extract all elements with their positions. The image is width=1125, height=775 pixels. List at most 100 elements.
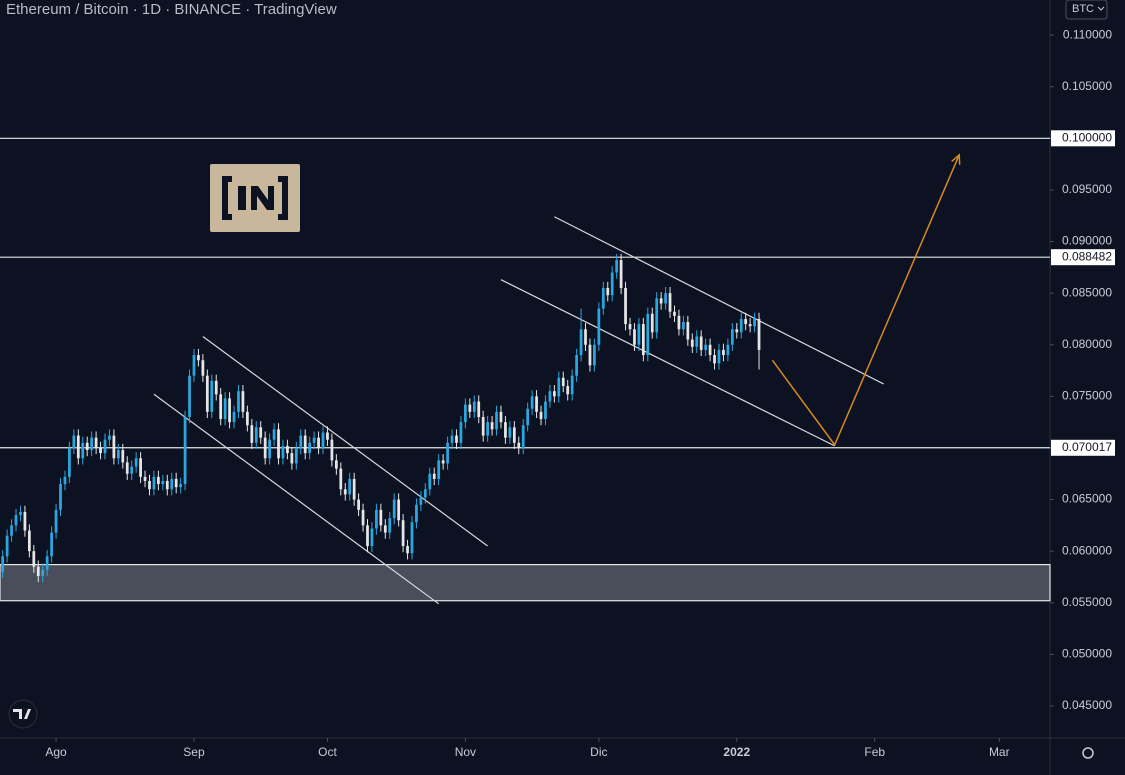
candle-body bbox=[27, 530, 31, 552]
candle-body bbox=[410, 522, 414, 554]
candle-body bbox=[170, 478, 174, 490]
candle-body bbox=[286, 445, 289, 454]
candle-body bbox=[223, 398, 227, 420]
candle-body bbox=[197, 355, 200, 361]
plot-area bbox=[0, 137, 1051, 605]
candle-body bbox=[615, 260, 619, 273]
candle-body bbox=[112, 435, 116, 459]
candle-body bbox=[735, 329, 739, 333]
candle-body bbox=[375, 509, 378, 529]
candle-body bbox=[610, 272, 614, 296]
candle-body bbox=[753, 318, 756, 327]
candle-body bbox=[14, 515, 18, 526]
y-tick-label: 0.060000 bbox=[1062, 543, 1112, 557]
candle-body bbox=[23, 511, 27, 531]
candle-body bbox=[535, 396, 538, 412]
candle-body bbox=[584, 329, 587, 345]
x-tick-label: Ago bbox=[45, 745, 67, 759]
settings-icon[interactable] bbox=[1082, 747, 1094, 759]
candle-body bbox=[748, 324, 752, 327]
candle-body bbox=[633, 329, 636, 345]
settings-gear[interactable] bbox=[1082, 747, 1094, 759]
candle-body bbox=[1, 556, 5, 572]
candle-body bbox=[281, 445, 285, 459]
candle-body bbox=[699, 336, 703, 350]
candle-body bbox=[94, 437, 98, 448]
candle-body bbox=[357, 499, 360, 510]
candle-body bbox=[90, 437, 94, 451]
candle-body bbox=[76, 435, 80, 459]
candle-body bbox=[85, 442, 89, 451]
chart-title: Ethereum / Bitcoin · 1D · BINANCE · Trad… bbox=[6, 1, 337, 18]
candle-body bbox=[730, 329, 734, 345]
candle-body bbox=[72, 435, 76, 448]
candle-body bbox=[668, 293, 672, 312]
candle-body bbox=[628, 324, 632, 330]
y-tick-label: 0.065000 bbox=[1062, 492, 1112, 506]
candle-body bbox=[437, 460, 441, 479]
level-tag bbox=[1051, 249, 1115, 266]
x-tick-label: Dic bbox=[590, 745, 607, 759]
candle-body bbox=[650, 313, 654, 333]
candle-body bbox=[352, 478, 356, 500]
candle-body bbox=[312, 437, 316, 443]
candle-body bbox=[486, 422, 490, 436]
tv-logo-mark bbox=[13, 709, 31, 719]
candle-body bbox=[201, 360, 205, 376]
candle-body bbox=[50, 532, 53, 557]
candle-body bbox=[722, 349, 725, 356]
candle-body bbox=[526, 408, 530, 426]
candle-body bbox=[637, 324, 641, 345]
currency-caret[interactable] bbox=[1097, 6, 1105, 11]
candle-body bbox=[757, 318, 761, 350]
candle-body bbox=[606, 287, 610, 296]
candle-body bbox=[139, 458, 142, 477]
candle-body bbox=[481, 416, 485, 436]
y-tick-label: 0.105000 bbox=[1062, 79, 1112, 93]
candle-body bbox=[695, 336, 699, 347]
candle-body bbox=[575, 355, 578, 376]
candle-body bbox=[508, 427, 512, 438]
candle-body bbox=[250, 425, 254, 443]
x-tick-label: 2022 bbox=[723, 745, 750, 759]
candle-body bbox=[579, 329, 583, 356]
candle-body bbox=[188, 375, 191, 417]
candle-body bbox=[241, 391, 245, 412]
candle-body bbox=[415, 504, 418, 523]
trend-line bbox=[554, 216, 884, 385]
candle-body bbox=[601, 287, 605, 309]
candle-body bbox=[499, 411, 503, 423]
candle-body bbox=[464, 404, 467, 423]
currency-button-frame[interactable] bbox=[1065, 0, 1108, 20]
candle-body bbox=[143, 476, 147, 481]
candle-body bbox=[334, 460, 338, 469]
level-tag bbox=[1051, 439, 1115, 456]
candle-body bbox=[561, 377, 565, 387]
candle-body bbox=[134, 458, 138, 467]
candle-body bbox=[397, 499, 401, 521]
candle-body bbox=[646, 313, 650, 356]
currency-label[interactable]: BTC bbox=[1072, 3, 1094, 15]
candle-body bbox=[361, 509, 365, 526]
x-tick-label: Nov bbox=[455, 745, 476, 759]
x-tick-label: Feb bbox=[864, 745, 885, 759]
candle-body bbox=[277, 429, 280, 459]
candle-body bbox=[388, 518, 392, 533]
currency-button[interactable]: BTC bbox=[1065, 0, 1108, 20]
candle-body bbox=[512, 427, 516, 443]
y-tick-label: 0.090000 bbox=[1062, 234, 1112, 248]
candle-body bbox=[521, 425, 525, 448]
candle-body bbox=[659, 298, 663, 304]
candle-body bbox=[401, 520, 405, 547]
candle-body bbox=[303, 435, 307, 454]
candle-body bbox=[432, 473, 436, 479]
candle-body bbox=[205, 375, 209, 412]
candle-body bbox=[455, 435, 458, 443]
candle-body bbox=[495, 411, 498, 430]
x-tick-label: Oct bbox=[318, 745, 337, 759]
candle-body bbox=[330, 439, 334, 461]
candle-body bbox=[326, 432, 329, 440]
candle-body bbox=[268, 439, 271, 459]
candle-body bbox=[379, 509, 383, 526]
